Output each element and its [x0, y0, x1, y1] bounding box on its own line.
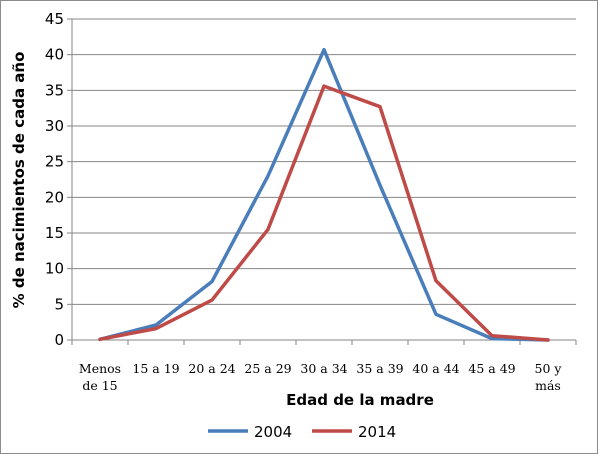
x-tick-label: 45 a 49 — [468, 361, 515, 376]
y-tick-label: 35 — [45, 81, 64, 99]
x-tick-label: 35 a 39 — [356, 361, 403, 376]
y-tick-label: 10 — [45, 260, 64, 278]
y-tick-label: 15 — [45, 224, 64, 242]
axes — [71, 19, 577, 345]
series-lines — [98, 47, 550, 342]
legend: 2004 2014 — [208, 423, 396, 441]
x-tick-label: 50 y más — [535, 361, 563, 393]
y-tick-label: 40 — [45, 46, 64, 64]
y-tick-label: 0 — [54, 331, 64, 349]
legend-label-2004: 2004 — [254, 423, 292, 441]
x-tick-label: Menos de 15 — [79, 361, 121, 393]
x-tick-label: 15 a 19 — [132, 361, 179, 376]
x-tick-label: 40 a 44 — [412, 361, 459, 376]
x-tick-label: 20 a 24 — [188, 361, 235, 376]
x-axis-title: Edad de la madre — [286, 391, 434, 409]
series-line-2014 — [98, 84, 550, 342]
y-tick-label: 30 — [45, 117, 64, 135]
series-line-2004 — [98, 47, 550, 342]
x-tick-label: 30 a 34 — [300, 361, 347, 376]
y-tick-label: 45 — [45, 10, 64, 28]
gridlines — [67, 18, 576, 341]
y-tick-labels: 0 5 10 15 20 25 30 35 40 45 — [45, 10, 64, 349]
y-tick-label: 5 — [54, 295, 64, 313]
y-axis-title: % de nacimientos de cada año — [10, 52, 28, 309]
y-tick-label: 20 — [45, 188, 64, 206]
x-tick-labels: Menos de 15 15 a 19 20 a 24 25 a 29 30 a 34 35… — [79, 361, 562, 393]
y-tick-label: 25 — [45, 153, 64, 171]
legend-label-2014: 2014 — [358, 423, 396, 441]
x-tick-label: 25 a 29 — [244, 361, 291, 376]
